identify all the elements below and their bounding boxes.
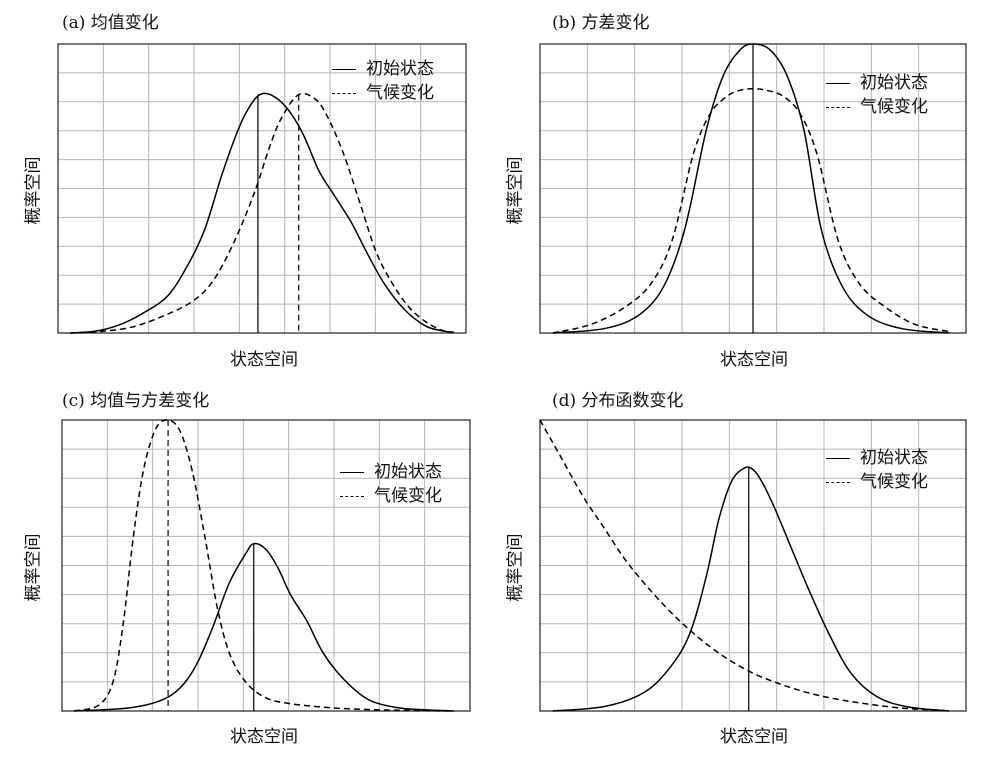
plot-frame xyxy=(57,43,467,334)
chart-area xyxy=(61,419,471,712)
x-axis-label: 状态空间 xyxy=(720,350,788,370)
legend: 初始状态 气候变化 xyxy=(826,71,928,119)
y-axis-label: 概率空间 xyxy=(505,533,526,602)
panel-c: (c) 均值与方差变化 概率空间 状态空间 初始状态 气候变化 xyxy=(0,380,500,759)
x-axis-label: 状态空间 xyxy=(720,727,788,747)
chart-area xyxy=(539,419,967,712)
legend-label: 初始状态 xyxy=(374,462,442,482)
plot-frame xyxy=(539,419,967,712)
series-climate-change-line xyxy=(552,88,950,334)
legend-label: 气候变化 xyxy=(860,97,928,117)
solid-line-icon xyxy=(826,82,850,84)
x-axis-label: 状态空间 xyxy=(230,727,298,747)
legend: 初始状态 气候变化 xyxy=(340,460,442,508)
panel-d: (d) 分布函数变化 概率空间 状态空间 初始状态 气候变化 xyxy=(500,380,1000,759)
solid-line-icon xyxy=(332,68,356,70)
legend-item-climate: 气候变化 xyxy=(332,81,434,105)
legend-label: 气候变化 xyxy=(374,486,442,506)
legend-label: 气候变化 xyxy=(860,472,928,492)
panel-b: (b) 方差变化 概率空间 状态空间 初始状态 气候变化 xyxy=(500,0,1000,380)
y-axis-label: 概率空间 xyxy=(23,533,44,602)
y-axis-label: 概率空间 xyxy=(505,156,526,225)
legend-label: 初始状态 xyxy=(860,448,928,468)
legend: 初始状态 气候变化 xyxy=(332,57,434,105)
dashed-line-icon xyxy=(826,481,850,483)
legend-label: 初始状态 xyxy=(860,73,928,93)
dashed-line-icon xyxy=(332,92,356,94)
legend: 初始状态 气候变化 xyxy=(826,446,928,494)
solid-line-icon xyxy=(826,457,850,459)
chart-area xyxy=(57,43,467,334)
panel-title: (c) 均值与方差变化 xyxy=(62,391,210,411)
series-initial-line xyxy=(74,542,454,712)
legend-item-initial: 初始状态 xyxy=(826,446,928,470)
legend-item-initial: 初始状态 xyxy=(332,57,434,81)
legend-item-climate: 气候变化 xyxy=(826,95,928,119)
legend-label: 初始状态 xyxy=(366,59,434,79)
series-climate-change-line xyxy=(539,419,945,712)
plot-frame xyxy=(61,419,471,712)
legend-item-climate: 气候变化 xyxy=(826,470,928,494)
solid-line-icon xyxy=(340,471,364,473)
series-climate-change-line xyxy=(70,92,454,334)
panel-title: (a) 均值变化 xyxy=(62,13,159,33)
dashed-line-icon xyxy=(826,106,850,108)
panel-title: (b) 方差变化 xyxy=(552,13,650,33)
panel-a: (a) 均值变化 概率空间 状态空间 初始状态 气候变化 xyxy=(0,0,500,380)
series-initial-line xyxy=(552,466,950,712)
chart-area xyxy=(539,43,967,334)
series-initial-line xyxy=(70,92,454,334)
y-axis-label: 概率空间 xyxy=(23,156,44,225)
series-climate-change-line xyxy=(74,419,454,712)
panel-title: (d) 分布函数变化 xyxy=(552,391,684,411)
legend-item-initial: 初始状态 xyxy=(826,71,928,95)
x-axis-label: 状态空间 xyxy=(230,350,298,370)
legend-item-climate: 气候变化 xyxy=(340,484,442,508)
legend-item-initial: 初始状态 xyxy=(340,460,442,484)
legend-label: 气候变化 xyxy=(366,83,434,103)
dashed-line-icon xyxy=(340,495,364,497)
